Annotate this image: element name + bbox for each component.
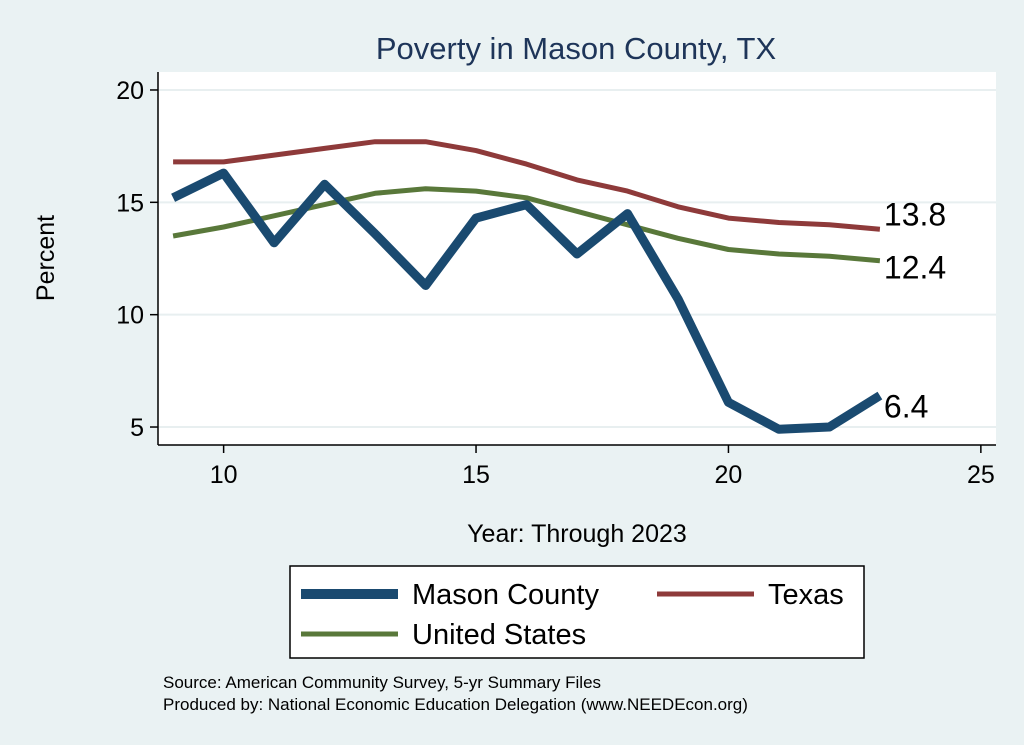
series-line-mason-county [171, 168, 883, 434]
legend-label-united-states: United States [412, 619, 586, 651]
end-labels: 6.4 13.8 12.4 [884, 196, 946, 424]
x-axis-title: Year: Through 2023 [467, 520, 687, 548]
end-label-mason-county: 6.4 [884, 389, 928, 425]
series-lines [171, 139, 883, 434]
legend-box [289, 565, 865, 659]
legend-label-texas: Texas [768, 579, 844, 611]
y-tick-label-15: 15 [116, 189, 144, 217]
source-note: Source: American Community Survey, 5-yr … [163, 673, 601, 692]
x-ticks: 10 15 20 25 [210, 445, 995, 489]
legend: Mason County Texas United States [289, 565, 865, 659]
series-line-united-states [172, 186, 881, 264]
series-line-texas [173, 139, 881, 232]
end-label-texas: 13.8 [884, 196, 946, 232]
y-tick-label-20: 20 [116, 77, 144, 105]
x-tick-label-20: 20 [715, 461, 743, 489]
y-tick-label-10: 10 [116, 302, 144, 330]
x-tick-label-25: 25 [967, 461, 995, 489]
x-tick-label-10: 10 [210, 461, 238, 489]
grid-lines [158, 88, 996, 429]
x-tick-label-15: 15 [462, 461, 490, 489]
y-axis-title: Percent [32, 215, 60, 301]
axes [157, 72, 996, 446]
produced-by-note: Produced by: National Economic Education… [163, 695, 748, 714]
legend-label-mason-county: Mason County [412, 579, 599, 611]
y-tick-label-5: 5 [130, 414, 144, 442]
y-ticks: 5 10 15 20 [116, 77, 158, 442]
end-label-united-states: 12.4 [884, 250, 946, 286]
chart-title: Poverty in Mason County, TX [376, 31, 777, 66]
